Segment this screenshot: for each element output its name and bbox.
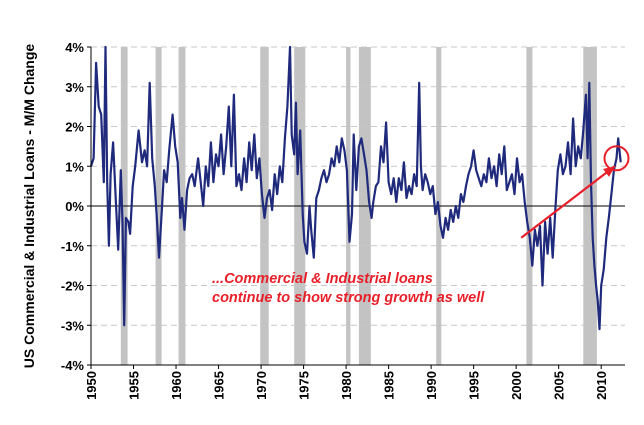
y-tick-labels: 4% 3% 2% 1% 0% -1% -2% -3% -4% [61,40,91,373]
series-line-0 [89,45,622,331]
x-tick-label: 1975 [297,371,312,400]
gridlines [91,46,625,326]
y-tick-label: 1% [65,159,84,174]
x-tick-label: 1970 [254,371,269,400]
y-tick-label: -2% [61,279,85,294]
annotation-arrow [520,165,616,239]
x-tick-labels: 1950 1955 1960 1965 1970 1975 1980 1985 1990 1995… [84,365,609,400]
x-tick-label: 1995 [467,371,482,400]
x-tick-label: 1980 [339,371,354,400]
x-tick-label: 2000 [509,371,524,400]
annotation-circle [603,145,630,172]
y-tick-label: 0% [65,199,84,214]
annotation-line-2: continue to show strong growth as well [212,290,485,306]
y-tick-label: 3% [65,80,84,95]
x-tick-label: 2010 [594,371,609,400]
x-tick-label: 1990 [424,371,439,400]
y-tick-label: -1% [61,239,85,254]
y-tick-label: 2% [65,120,84,135]
annotation: ...Commercial & Industrial loans continu… [212,145,630,306]
annotation-line-1: ...Commercial & Industrial loans [212,271,433,287]
x-tick-label: 2005 [552,371,567,400]
series-lines [89,45,622,331]
y-tick-label: -4% [61,358,85,373]
y-axis-label: US Commercial & Industrial Loans - M/M C… [21,44,37,369]
x-tick-label: 1965 [212,371,227,400]
x-tick-label: 1960 [169,371,184,400]
y-tick-label: 4% [65,40,84,55]
x-tick-label: 1985 [382,371,397,400]
y-tick-label: -3% [61,318,85,333]
x-tick-label: 1950 [84,371,99,400]
x-tick-label: 1955 [127,371,142,400]
